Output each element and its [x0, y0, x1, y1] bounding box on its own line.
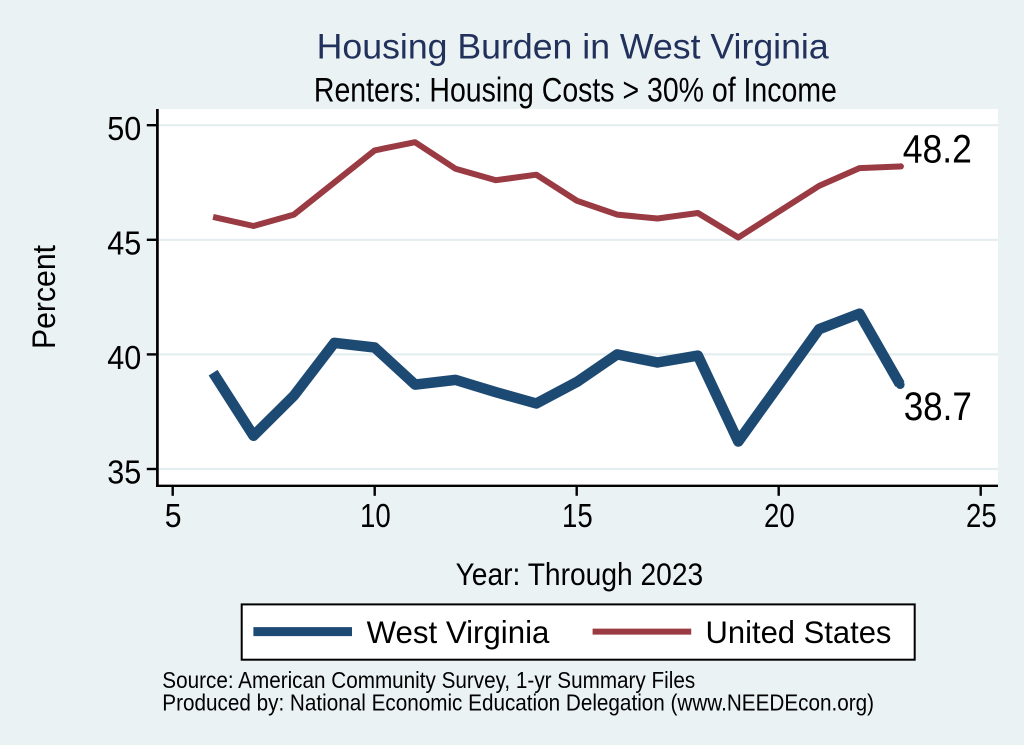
- svg-text:38.7: 38.7: [904, 385, 972, 429]
- svg-text:Renters: Housing Costs > 30% o: Renters: Housing Costs > 30% of Income: [314, 71, 837, 109]
- svg-text:10: 10: [360, 498, 391, 535]
- svg-text:35: 35: [107, 455, 141, 492]
- svg-text:5: 5: [165, 498, 182, 535]
- svg-text:Percent: Percent: [26, 245, 62, 349]
- svg-text:20: 20: [764, 498, 795, 535]
- svg-text:Source: American Community Sur: Source: American Community Survey, 1-yr …: [162, 667, 695, 693]
- svg-text:40: 40: [107, 340, 141, 377]
- svg-text:48.2: 48.2: [903, 128, 972, 172]
- svg-text:15: 15: [562, 498, 593, 535]
- svg-text:West Virginia: West Virginia: [367, 614, 550, 650]
- svg-text:50: 50: [107, 111, 141, 148]
- svg-text:Year: Through 2023: Year: Through 2023: [456, 556, 704, 592]
- svg-text:25: 25: [966, 498, 997, 535]
- svg-text:United States: United States: [706, 614, 892, 650]
- svg-text:45: 45: [107, 225, 141, 262]
- svg-text:Produced by: National Economic: Produced by: National Economic Education…: [162, 690, 874, 716]
- svg-text:Housing Burden in West Virgini: Housing Burden in West Virginia: [317, 27, 830, 66]
